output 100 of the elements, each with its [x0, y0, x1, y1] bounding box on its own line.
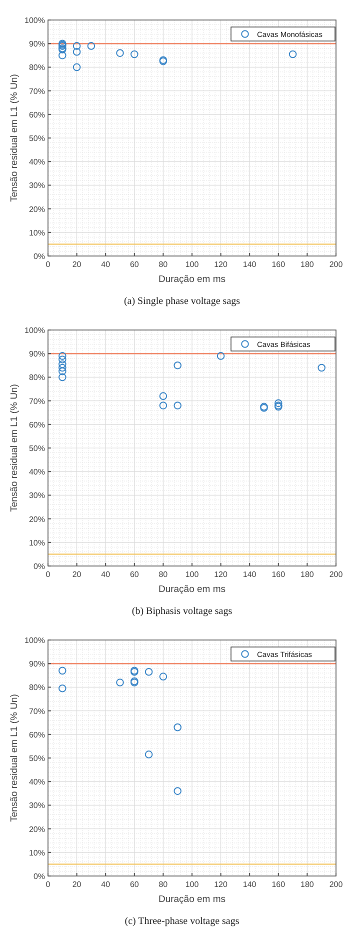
point [58, 52, 66, 60]
y-tick-label: 80% [28, 373, 45, 382]
point [174, 787, 182, 795]
x-tick-label: 0 [46, 880, 51, 889]
point [58, 360, 66, 368]
y-tick-label: 70% [28, 396, 45, 406]
y-tick-label: 20% [28, 514, 45, 524]
x-tick-label: 140 [242, 570, 257, 579]
x-tick-label: 60 [130, 880, 140, 889]
x-tick-label: 0 [46, 570, 51, 579]
y-tick-label: 20% [28, 204, 45, 214]
y-tick-label: 30% [28, 491, 45, 500]
y-tick-label: 30% [28, 801, 45, 810]
y-tick-label: 40% [28, 158, 45, 167]
y-tick-label: 0% [33, 252, 45, 261]
point [116, 49, 124, 57]
y-tick-label: 0% [33, 562, 45, 571]
y-tick-label: 40% [28, 778, 45, 787]
x-tick-label: 200 [329, 880, 344, 889]
text: (a) Single phase voltage sags [124, 296, 240, 307]
y-tick-label: 70% [28, 86, 45, 96]
y-tick-label: 50% [28, 134, 45, 143]
point [58, 684, 66, 692]
y-tick-label: 90% [28, 40, 45, 49]
x-axis-title: Duração em ms [158, 274, 226, 285]
point [58, 373, 66, 382]
point [87, 42, 96, 50]
x-tick-label: 80 [158, 880, 168, 889]
x-tick-label: 120 [214, 570, 228, 579]
point [58, 352, 66, 360]
point [274, 399, 282, 408]
x-tick-label: 20 [72, 570, 82, 579]
point [58, 364, 66, 372]
x-tick-label: 40 [101, 260, 111, 269]
x-tick-label: 200 [329, 570, 344, 579]
y-tick-label: 30% [28, 181, 45, 190]
point [174, 402, 182, 410]
y-tick-label: 100% [24, 326, 45, 335]
x-tick-label: 80 [158, 570, 168, 579]
y-tick-label: 60% [28, 420, 45, 430]
point [72, 48, 81, 56]
point [144, 750, 153, 758]
x-tick-label: 180 [300, 880, 314, 889]
y-tick-label: 70% [28, 706, 45, 716]
y-tick-label: 10% [28, 228, 45, 238]
x-axis-title: Duração em ms [158, 584, 226, 595]
x-tick-label: 200 [329, 260, 344, 269]
y-tick-label: 10% [28, 848, 45, 858]
point [116, 678, 124, 686]
x-tick-label: 160 [272, 260, 286, 269]
x-tick-label: 160 [272, 570, 286, 579]
y-tick-label: 0% [33, 872, 45, 881]
x-tick-label: 100 [185, 260, 200, 269]
x-tick-label: 100 [185, 570, 200, 579]
point [318, 364, 326, 372]
point [72, 63, 81, 72]
y-tick-label: 80% [28, 683, 45, 692]
point [58, 367, 66, 376]
x-tick-label: 60 [130, 570, 140, 579]
x-axis-title: Duração em ms [158, 894, 226, 905]
x-tick-label: 100 [185, 880, 200, 889]
point [72, 42, 81, 50]
x-tick-label: 140 [242, 880, 257, 889]
text: (b) Biphasis voltage sags [132, 606, 232, 617]
x-tick-label: 20 [72, 260, 82, 269]
point [174, 723, 182, 732]
x-tick-label: 140 [242, 260, 257, 269]
x-tick-label: 80 [158, 260, 168, 269]
x-tick-label: 0 [46, 260, 51, 269]
point [216, 352, 225, 360]
y-tick-label: 80% [28, 63, 45, 72]
point [159, 392, 168, 400]
y-tick-label: 40% [28, 468, 45, 477]
x-tick-label: 120 [214, 880, 228, 889]
text: (c) Three-phase voltage sags [124, 916, 240, 927]
point [288, 50, 297, 58]
y-tick-label: 50% [28, 444, 45, 453]
x-tick-label: 120 [214, 260, 228, 269]
y-tick-label: 100% [24, 636, 45, 645]
x-tick-label: 180 [300, 570, 314, 579]
x-tick-label: 160 [272, 880, 286, 889]
y-tick-label: 60% [28, 110, 45, 120]
y-axis-title: Tensão residual em L1 (% Un) [9, 694, 20, 822]
y-tick-label: 90% [28, 660, 45, 669]
y-tick-label: 100% [24, 16, 45, 25]
point [58, 356, 66, 364]
point [130, 50, 138, 58]
point [144, 668, 153, 676]
y-tick-label: 20% [28, 824, 45, 834]
x-tick-label: 180 [300, 260, 314, 269]
y-tick-label: 50% [28, 754, 45, 763]
y-axis-title: Tensão residual em L1 (% Un) [9, 74, 20, 202]
x-tick-label: 40 [101, 570, 111, 579]
y-tick-label: 60% [28, 730, 45, 740]
y-tick-label: 90% [28, 350, 45, 359]
y-axis-title: Tensão residual em L1 (% Un) [9, 384, 20, 512]
point [159, 402, 168, 410]
point [174, 362, 182, 370]
point [58, 666, 66, 675]
x-tick-label: 20 [72, 880, 82, 889]
